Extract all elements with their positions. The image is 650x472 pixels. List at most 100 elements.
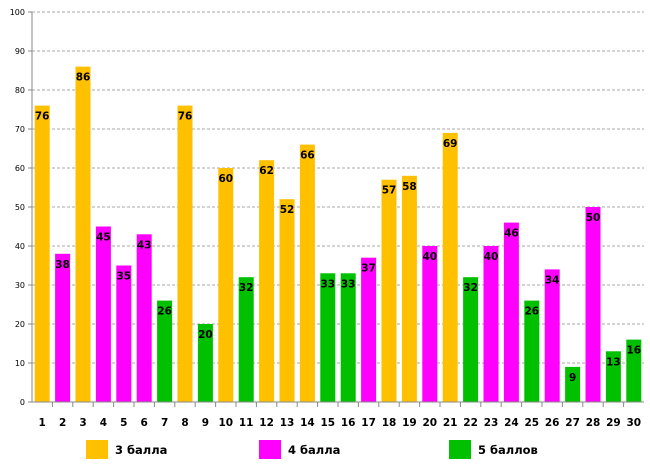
data-label-14: 66 (300, 150, 315, 162)
data-label-27: 9 (569, 372, 576, 384)
bar-27 (565, 366, 581, 402)
bar-21 (442, 132, 458, 402)
bar-16 (340, 273, 356, 402)
data-label-26: 34 (545, 274, 560, 286)
x-tick-label: 23 (484, 417, 499, 429)
y-tick-label: 30 (15, 281, 25, 290)
data-label-28: 50 (586, 212, 601, 224)
x-tick-label: 12 (259, 417, 274, 429)
data-label-17: 37 (361, 263, 376, 275)
data-label-11: 32 (239, 282, 254, 294)
x-tick-label: 6 (141, 417, 148, 429)
bar-17 (361, 257, 377, 402)
x-tick-label: 29 (606, 417, 621, 429)
x-tick-label: 26 (545, 417, 560, 429)
legend-swatch (449, 440, 471, 459)
x-tick-label: 24 (504, 417, 519, 429)
bar-8 (177, 105, 193, 402)
y-tick-label: 40 (15, 242, 25, 251)
bar-7 (157, 300, 173, 402)
x-tick-label: 7 (161, 417, 168, 429)
data-label-19: 58 (402, 181, 417, 193)
data-label-18: 57 (382, 185, 397, 197)
data-label-25: 26 (524, 306, 539, 318)
x-tick-label: 9 (202, 417, 209, 429)
data-label-29: 13 (606, 356, 621, 368)
y-tick-label: 80 (15, 86, 25, 95)
data-label-22: 32 (463, 282, 478, 294)
x-tick-label: 22 (463, 417, 478, 429)
bar-20 (422, 246, 438, 402)
bar-12 (259, 160, 275, 402)
bar-24 (503, 222, 519, 402)
x-tick-label: 11 (239, 417, 254, 429)
bar-19 (401, 175, 417, 402)
legend-label: 5 баллов (478, 443, 538, 457)
bar-14 (299, 144, 315, 402)
y-tick-label: 10 (15, 359, 25, 368)
bar-23 (483, 246, 499, 402)
x-tick-label: 4 (100, 417, 107, 429)
bar-28 (585, 207, 601, 402)
bar-15 (320, 273, 336, 402)
data-label-21: 69 (443, 138, 458, 150)
y-tick-label: 90 (15, 47, 25, 56)
gridlines (32, 11, 644, 364)
bars (34, 66, 642, 402)
bar-6 (136, 234, 152, 402)
x-axis: 1 2 3 4 5 6 7 8 9 10 11 12 13 14 15 16 17 18 19 20 21 22 23 24 2… (32, 401, 644, 429)
y-tick-label: 50 (15, 203, 25, 212)
data-label-1: 76 (35, 111, 50, 123)
data-label-2: 38 (55, 259, 70, 271)
bar-25 (524, 300, 540, 402)
x-tick-label: 21 (443, 417, 458, 429)
x-tick-label: 3 (79, 417, 86, 429)
x-tick-label: 30 (626, 417, 641, 429)
bar-29 (605, 351, 621, 402)
x-tick-label: 17 (361, 417, 376, 429)
x-tick-label: 27 (565, 417, 580, 429)
data-label-7: 26 (157, 306, 172, 318)
bar-18 (381, 179, 397, 402)
bar-3 (75, 66, 91, 402)
bar-26 (544, 269, 560, 402)
y-tick-label: 60 (15, 164, 25, 173)
x-tick-label: 15 (320, 417, 335, 429)
legend-label: 3 балла (115, 443, 167, 457)
x-tick-label: 1 (39, 417, 46, 429)
bar-22 (463, 277, 479, 402)
data-label-16: 33 (341, 278, 356, 290)
data-label-20: 40 (422, 251, 437, 263)
y-tick-label: 70 (15, 125, 25, 134)
data-label-3: 86 (76, 72, 91, 84)
data-label-23: 40 (484, 251, 499, 263)
x-tick-label: 19 (402, 417, 417, 429)
legend-swatch (86, 440, 108, 459)
data-label-5: 35 (116, 271, 131, 283)
x-tick-label: 8 (181, 417, 188, 429)
x-tick-label: 13 (280, 417, 295, 429)
bar-11 (238, 277, 254, 402)
data-label-10: 60 (218, 173, 233, 185)
x-tick-label: 10 (218, 417, 233, 429)
legend-label: 4 балла (288, 443, 340, 457)
data-label-8: 76 (178, 111, 193, 123)
data-label-12: 62 (259, 165, 274, 177)
data-labels: 76 38 86 45 35 43 26 76 20 60 32 62 52 66 33 33 37 57 58 40… (35, 72, 641, 384)
data-label-15: 33 (320, 278, 335, 290)
bar-13 (279, 199, 295, 402)
bar-1 (34, 105, 50, 402)
x-tick-label: 16 (341, 417, 356, 429)
x-tick-label: 18 (382, 417, 397, 429)
x-tick-label: 20 (422, 417, 437, 429)
y-tick-label: 0 (20, 398, 25, 407)
data-label-30: 16 (626, 345, 641, 357)
data-label-4: 45 (96, 232, 111, 244)
bar-5 (116, 265, 132, 402)
data-label-6: 43 (137, 239, 152, 251)
y-tick-label: 20 (15, 320, 25, 329)
bar-2 (55, 253, 71, 402)
x-tick-label: 14 (300, 417, 315, 429)
y-tick-label: 100 (10, 8, 25, 17)
